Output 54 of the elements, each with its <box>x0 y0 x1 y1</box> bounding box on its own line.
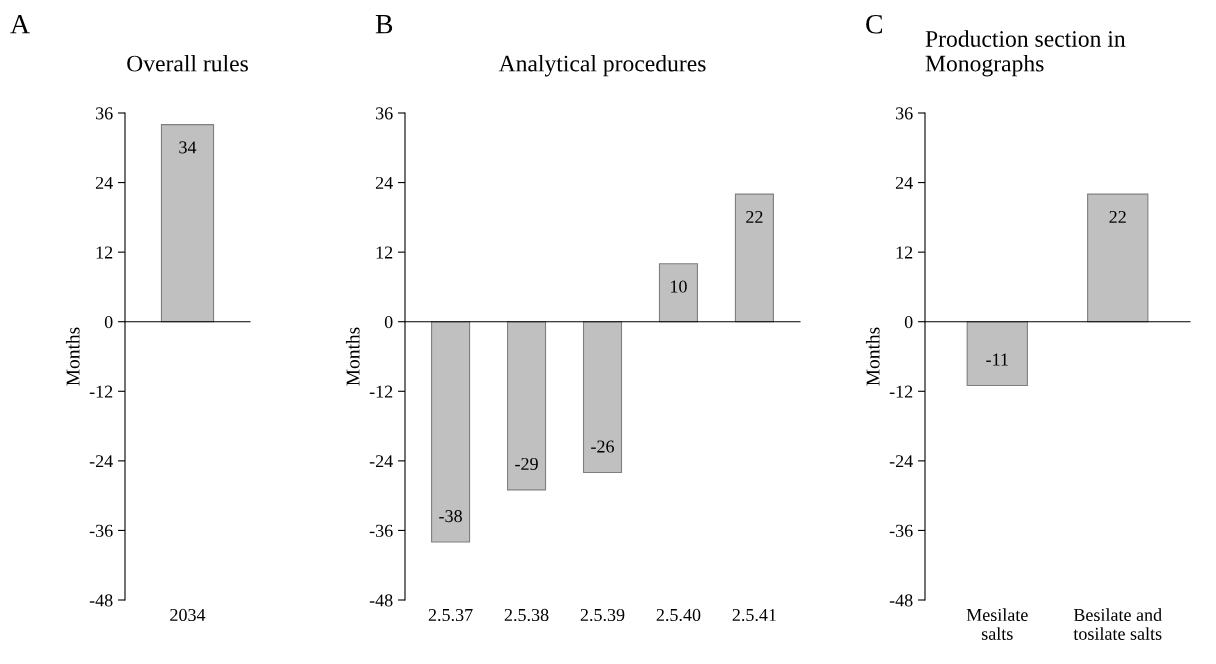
y-tick-label: -48 <box>89 594 113 607</box>
x-tick-label: 2.5.41 <box>732 608 776 622</box>
data-label: -11 <box>986 353 1008 366</box>
y-tick-label: -12 <box>369 385 393 398</box>
chart-title: Analytical procedures <box>498 54 706 77</box>
bar <box>431 321 471 543</box>
y-tick-label: 12 <box>896 246 913 259</box>
bar <box>582 321 623 474</box>
chart-title: Production section in Monographs <box>925 30 1126 77</box>
y-tick-label: 24 <box>375 176 393 189</box>
x-tick-label: 2.5.37 <box>428 608 473 622</box>
text: C <box>866 14 882 34</box>
data-label: -26 <box>591 440 614 453</box>
data-label: -38 <box>439 510 462 523</box>
x-tick-label: 2.5.39 <box>580 608 625 622</box>
y-tick-label: -36 <box>89 524 113 537</box>
y-tick-label: 36 <box>376 107 393 120</box>
x-tick-label: Mesilate salts <box>966 608 1028 640</box>
y-tick-label: -36 <box>369 524 393 537</box>
y-tick-label: 24 <box>95 176 113 189</box>
y-tick-label: -12 <box>889 385 913 398</box>
y-axis-title: Months <box>345 327 360 386</box>
y-tick-label: -12 <box>89 385 113 398</box>
y-tick-label: 0 <box>904 315 913 329</box>
y-tick-label: 36 <box>96 107 113 120</box>
y-tick-label: -24 <box>889 455 913 468</box>
y-tick-label: 24 <box>895 176 913 189</box>
x-tick-label: 2.5.40 <box>656 608 701 622</box>
text: B <box>375 15 393 34</box>
x-tick-label: Besilate and tosilate salts <box>1073 608 1162 640</box>
y-tick-label: -24 <box>89 455 113 468</box>
y-axis-title: Months <box>65 327 80 386</box>
data-label: 22 <box>746 210 763 223</box>
y-tick-label: -24 <box>369 455 393 468</box>
y-tick-label: 36 <box>896 107 913 120</box>
y-axis-title: Months <box>865 327 880 386</box>
data-label: 10 <box>671 280 687 293</box>
bar <box>506 321 547 491</box>
y-tick-label: 0 <box>104 315 113 329</box>
data-label: 22 <box>1109 210 1126 223</box>
data-label: 34 <box>179 141 197 154</box>
y-tick-label: -36 <box>889 524 913 537</box>
bar <box>734 193 774 323</box>
y-tick-label: 12 <box>376 246 393 259</box>
bar <box>658 263 699 323</box>
x-tick-label: 2034 <box>170 608 206 622</box>
y-tick-label: -48 <box>889 594 913 607</box>
text: A <box>10 14 30 34</box>
x-tick-label: 2.5.38 <box>504 608 549 622</box>
chart-title: Overall rules <box>127 54 248 72</box>
y-tick-label: -48 <box>369 594 393 607</box>
data-label: -29 <box>515 457 538 471</box>
y-tick-label: 0 <box>384 315 393 329</box>
y-tick-label: 12 <box>96 246 113 259</box>
